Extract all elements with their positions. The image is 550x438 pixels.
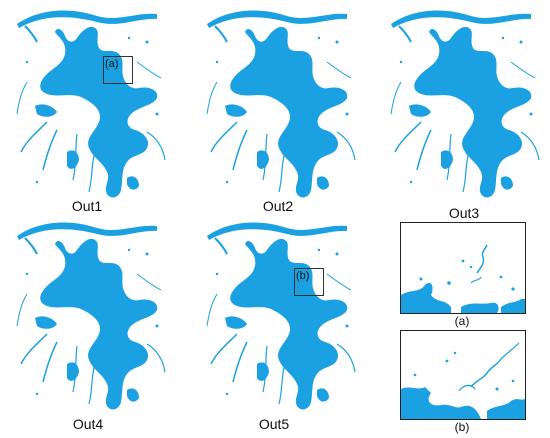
map-panel-out2 [192,2,362,202]
roi-box-b [294,268,324,296]
map-panel-out4 [2,214,172,414]
roi-box-a [103,56,133,84]
zoom-inset-a [400,222,526,314]
map-panel-out3 [376,2,546,202]
inset-caption-a: (a) [454,314,470,328]
roi-label-b: (b) [296,270,310,282]
zoom-inset-b [400,330,526,420]
caption-out3: Out3 [448,205,480,221]
roi-label-a: (a) [105,58,119,70]
caption-out1: Out1 [71,198,103,214]
map-panel-out5 [192,214,362,414]
inset-caption-b: (b) [454,420,470,434]
caption-out4: Out4 [72,416,104,432]
caption-out5: Out5 [258,416,290,432]
map-panel-out1 [2,2,172,202]
caption-out2: Out2 [262,198,294,214]
